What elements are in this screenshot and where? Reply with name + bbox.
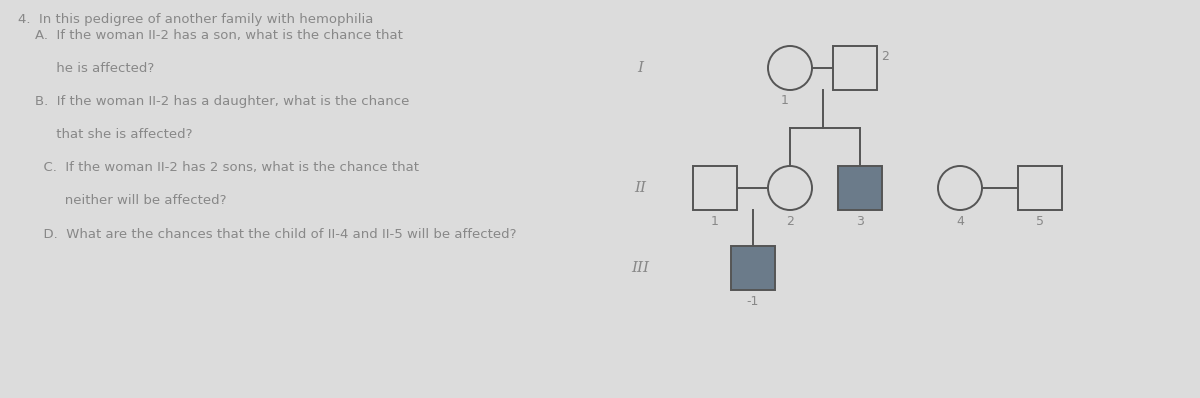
- Bar: [731, 246, 774, 290]
- Text: 2: 2: [786, 215, 794, 228]
- Bar: [694, 166, 737, 210]
- Text: 2: 2: [881, 50, 889, 63]
- Text: III: III: [631, 261, 649, 275]
- Bar: [838, 166, 882, 210]
- Text: 4: 4: [956, 215, 964, 228]
- Bar: [833, 46, 877, 90]
- Text: I: I: [637, 61, 643, 75]
- Circle shape: [768, 46, 812, 90]
- Bar: [1018, 166, 1062, 210]
- Text: 1: 1: [781, 94, 788, 107]
- Circle shape: [768, 166, 812, 210]
- Text: II: II: [634, 181, 646, 195]
- Text: 3: 3: [856, 215, 864, 228]
- Text: 1: 1: [712, 215, 719, 228]
- Text: -1: -1: [746, 295, 758, 308]
- Text: 4.  In this pedigree of another family with hemophilia
    A.  If the woman II-2: 4. In this pedigree of another family wi…: [18, 13, 516, 240]
- Circle shape: [938, 166, 982, 210]
- Text: 5: 5: [1036, 215, 1044, 228]
